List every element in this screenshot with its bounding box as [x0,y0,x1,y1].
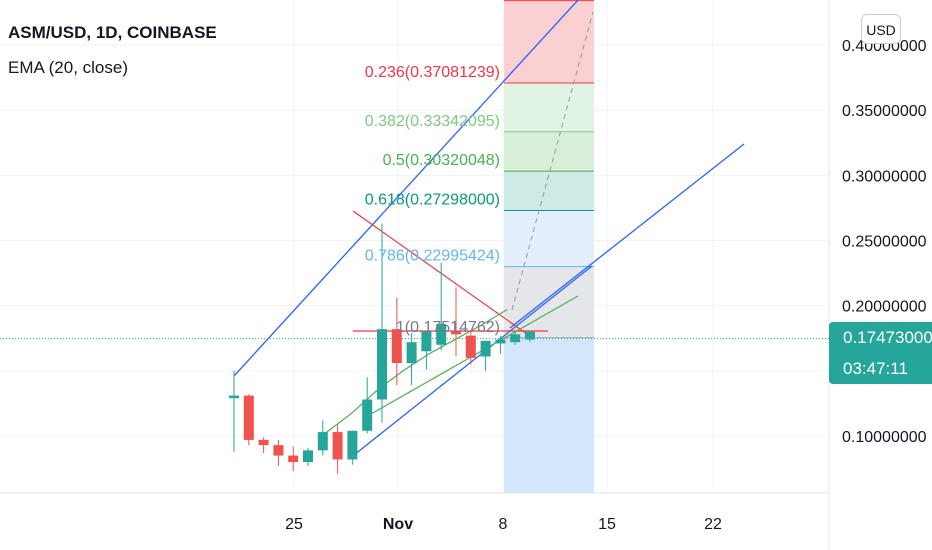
x-tick-label: 22 [704,516,722,533]
candle [510,331,521,345]
candle-body [332,432,343,460]
fib-label: 0.5(0.30320048) [383,152,500,169]
x-tick-label: 15 [598,516,616,533]
chart-grid [0,0,830,550]
candle-body [406,342,417,364]
candle-body [421,331,432,352]
candle [229,370,239,452]
candle [303,447,313,466]
candle-body [377,329,387,400]
y-tick-label: 0.25000000 [842,234,927,251]
candle [451,287,461,357]
candle [480,340,491,371]
fib-label: 0.786(0.22995424) [365,248,500,265]
candle [421,331,432,370]
candle [391,297,402,386]
candle [347,430,358,465]
candle-body [362,399,373,431]
y-tick-label: 0.30000000 [842,168,927,185]
fib-label: 0.618(0.27298000) [365,192,500,209]
currency-button[interactable]: USD [861,14,901,44]
candle [258,437,269,453]
countdown-timer: 03:47:11 [843,359,908,378]
fib-label: 0.382(0.33342095) [365,113,500,130]
fib-zone [504,171,594,211]
channel-upper-line [509,143,745,329]
last-price-value: 0.17473000 [843,328,932,347]
fib-zone [504,83,594,132]
candle [436,262,447,350]
y-tick-label: 0.20000000 [842,299,927,316]
channel-lower-line [353,265,593,456]
candle-body [391,329,402,364]
y-tick-label: 0.35000000 [842,103,927,120]
candle-body [229,395,239,399]
candle-body [436,323,447,345]
candle [377,223,387,423]
x-tick-label: 8 [499,516,508,533]
candle [317,420,328,456]
candle-body [258,439,269,446]
candle-body [347,430,358,460]
candle [525,330,535,343]
candle-body [243,395,254,440]
candle [362,377,373,434]
price-axis: 0.100000000.150000000.200000000.25000000… [842,38,927,446]
candle [495,335,506,354]
fib-zone [504,338,594,493]
time-axis: 25 Nov 8 15 22 [285,516,722,533]
fib-zone [504,0,594,84]
x-tick-label: 25 [285,516,303,533]
wedge-upper-line [352,210,535,340]
trend-lines [0,0,829,456]
fibonacci-retracement [504,0,594,493]
x-tick-label: Nov [383,516,413,533]
fib-zone [504,266,594,339]
fib-trend-line [511,11,594,311]
candle-body [480,340,491,357]
candle [465,330,476,365]
candle [273,439,284,466]
indicator-label[interactable]: EMA (20, close) [8,58,128,77]
candle-body [288,455,299,463]
candle [243,394,254,446]
candle-body [451,330,461,335]
last-price-tag: 0.17473000 03:47:11 [829,322,932,384]
candle-body [495,339,506,344]
candle-body [510,334,521,343]
candle-body [273,445,284,456]
symbol-title: ASM/USD, 1D, COINBASE [8,23,217,42]
fib-label: 0.236(0.37081239) [365,64,500,81]
channel-upper-line [233,0,579,377]
candle-body [303,450,313,463]
candle [332,424,343,474]
candle-body [317,432,328,451]
candle [406,333,417,386]
fib-zone [504,210,594,267]
candle-body [465,335,476,358]
fib-zone [504,131,594,172]
candle-body [525,331,535,340]
candle [288,446,299,472]
y-tick-label: 0.10000000 [842,429,927,446]
candlesticks [229,223,535,474]
fib-label: 1(0.17514762) [396,319,500,336]
fib-labels: 0.236(0.37081239) 0.382(0.33342095) 0.5(0.… [365,64,500,336]
